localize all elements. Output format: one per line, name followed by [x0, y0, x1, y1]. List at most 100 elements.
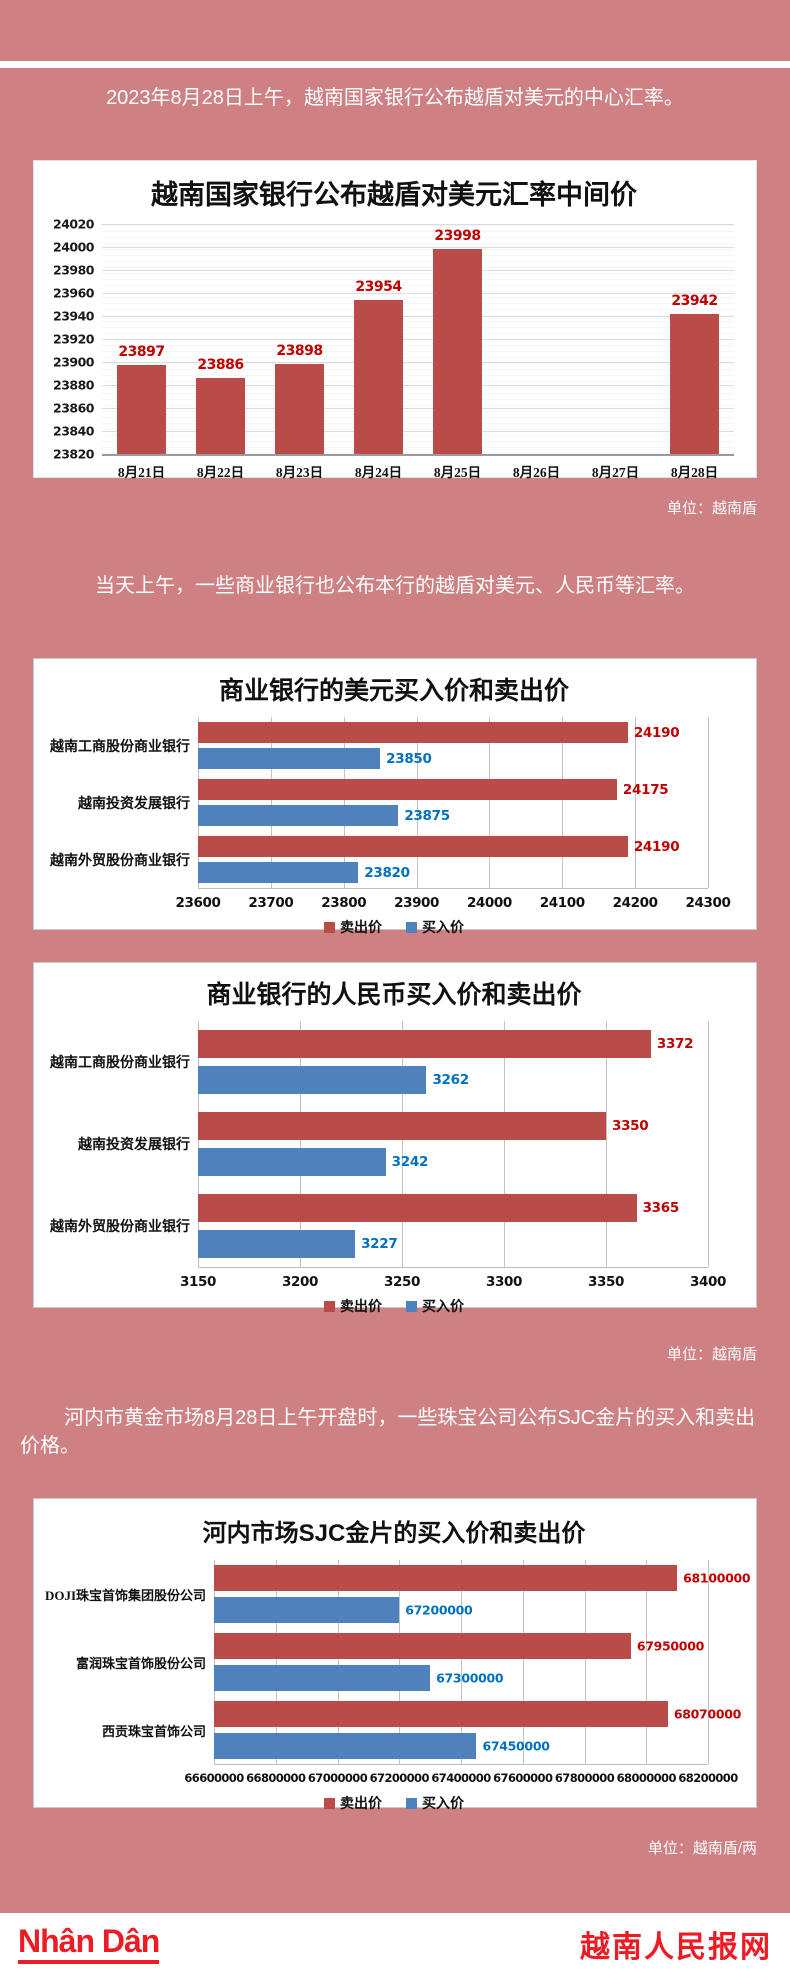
buy-legend-swatch: [406, 1797, 417, 1809]
x-tick-label: 3400: [690, 1274, 726, 1290]
x-tick-label: 8月22日: [196, 465, 245, 480]
category-labels: 越南工商股份商业银行 越南投资发展银行 越南外贸股份商业银行: [46, 717, 198, 889]
plot-area: 68100000 67200000 67950000 67300000 68070000…: [214, 1560, 751, 1765]
bar-group: 3372 3262: [198, 1021, 708, 1103]
unit-label-2: 单位：越南盾: [666, 1346, 757, 1363]
category-label: 越南工商股份商业银行: [50, 1056, 190, 1071]
bar-value-label: 23820: [364, 864, 410, 881]
bar-slot: 23998: [418, 224, 497, 454]
x-gridline: [646, 1560, 648, 1764]
x-gridline: [562, 717, 564, 888]
category-label: 越南投资发展银行: [78, 796, 190, 812]
bar-value-label: 3350: [612, 1118, 649, 1134]
bar-value-label: 3365: [642, 1200, 680, 1216]
category-label: DOJI珠宝首饰集团股份公司: [44, 1587, 206, 1603]
y-tick-label: 23900: [53, 354, 95, 370]
buy-bar: 3262: [198, 1066, 469, 1094]
bar-value-label: 3242: [391, 1154, 429, 1170]
legend: 卖出价 买入价: [46, 917, 742, 937]
y-tick-label: 23920: [53, 331, 95, 347]
legend-label: 买入价: [422, 921, 464, 936]
x-gridline: [489, 717, 491, 888]
bar-value-label: 23875: [404, 807, 450, 824]
sell-bar: 3372: [198, 1030, 694, 1058]
sell-legend-swatch: [324, 921, 335, 933]
x-tick-label: 3350: [588, 1274, 624, 1290]
x-axis: 66600000 66800000 67000000 67200000 67400000…: [184, 1769, 738, 1791]
x-tick-label: 67600000: [493, 1771, 553, 1785]
x-tick-label: 67400000: [431, 1771, 491, 1785]
x-gridline: [337, 1560, 339, 1764]
x-tick-label: 23900: [394, 895, 440, 911]
x-tick-label: 67000000: [307, 1771, 368, 1785]
plot-area: 3372 3262 3350 3242 3365 3227: [198, 1021, 709, 1268]
chart-title: 越南国家银行公布越盾对美元汇率中间价: [151, 180, 637, 210]
category-label: 越南外贸股份商业银行: [50, 1220, 190, 1235]
bar: [433, 249, 482, 454]
chart-body: 24020 24000 23980 23960 23940 23920 23900 23880…: [44, 217, 744, 462]
legend-item: 买入价: [406, 1296, 464, 1316]
bar-slot: [497, 224, 576, 454]
chart-title: 河内市场SJC金片的买入价和卖出价: [202, 1520, 586, 1547]
y-tick-label: 24000: [53, 239, 95, 255]
sell-legend-swatch: [324, 1797, 335, 1809]
bar-value-label: 24190: [633, 838, 680, 855]
y-tick-label: 23860: [53, 400, 95, 416]
buy-bar: 3227: [198, 1230, 398, 1258]
sell-bar: 24190: [198, 836, 680, 857]
chart-sjc-gold: 河内市场SJC金片的买入价和卖出价 DOJI珠宝首饰集团股份公司 富润珠宝首饰股份公…: [33, 1498, 757, 1812]
site-name[interactable]: 越南人民报网: [580, 1931, 772, 1964]
footer: Nhân Dân 越南人民报网: [0, 1913, 790, 1975]
y-gridline: [102, 293, 734, 294]
legend: 卖出价 买入价: [46, 1296, 742, 1316]
y-tick-label: 23880: [53, 377, 95, 393]
intro-text-gold-market: 河内市黄金市场8月28日上午开盘时，一些珠宝公司公布SJC金片的买入和卖出价格。: [20, 1407, 756, 1457]
x-tick-label: 8月28日: [670, 465, 719, 480]
buy-bar: 23850: [198, 748, 432, 769]
x-tick-label: 24300: [685, 895, 731, 911]
y-gridline: [102, 224, 734, 225]
intro-text-commercial-banks: 当天上午，一些商业银行也公布本行的越盾对美元、人民币等汇率。: [95, 575, 695, 597]
x-gridline: [399, 1560, 401, 1764]
y-gridline: [102, 431, 734, 432]
bar-slot: 23954: [339, 224, 418, 454]
bar-slot: 23886: [181, 224, 260, 454]
bar-group: 24190 23820: [198, 831, 708, 888]
x-tick-label: 67200000: [369, 1771, 430, 1785]
nhandan-logo[interactable]: Nhân Dân: [18, 1925, 160, 1964]
bar-group: 68070000 67450000: [214, 1696, 741, 1764]
x-tick-label: 66800000: [246, 1771, 306, 1785]
x-gridline: [198, 717, 199, 888]
y-tick-label: 24020: [53, 216, 95, 232]
chart-central-rate: 越南国家银行公布越盾对美元汇率中间价 24020 24000 23980 23960 23…: [33, 160, 757, 480]
sell-bar: 3365: [198, 1194, 679, 1222]
bar-value-label: 23998: [434, 228, 481, 245]
legend-label: 买入价: [422, 1797, 464, 1812]
bar-slot: [576, 224, 655, 454]
x-gridline: [708, 1021, 709, 1267]
x-gridline: [461, 1560, 462, 1764]
bar-value-label: 23898: [276, 343, 323, 360]
category-label: 越南外贸股份商业银行: [50, 853, 190, 869]
x-gridline: [504, 1021, 505, 1267]
x-gridline: [343, 717, 345, 888]
x-gridline: [708, 1560, 709, 1764]
x-gridline: [416, 717, 418, 888]
x-axis: 23600 23700 23800 23900 24000 24100 24200 24300: [176, 893, 731, 915]
bar-group: 3350 3242: [198, 1103, 708, 1185]
bar-value-label: 3262: [432, 1072, 469, 1088]
x-tick-label: 23800: [321, 895, 367, 911]
legend-item: 卖出价: [324, 1793, 382, 1813]
x-tick-label: 23600: [175, 895, 221, 911]
bar: [670, 313, 719, 454]
x-tick-label: 8月27日: [591, 465, 640, 480]
buy-legend-swatch: [406, 1300, 417, 1312]
x-tick-label: 67800000: [554, 1771, 615, 1785]
y-gridline: [102, 270, 734, 271]
bars: 23897 23886 23898 23954 23998 23942: [102, 224, 734, 454]
x-tick-label: 23700: [248, 895, 294, 911]
sell-legend-swatch: [324, 1300, 335, 1312]
bar: [117, 365, 166, 454]
bar-value-label: 23886: [197, 357, 244, 374]
bar-group: 24190 23850: [198, 717, 708, 774]
